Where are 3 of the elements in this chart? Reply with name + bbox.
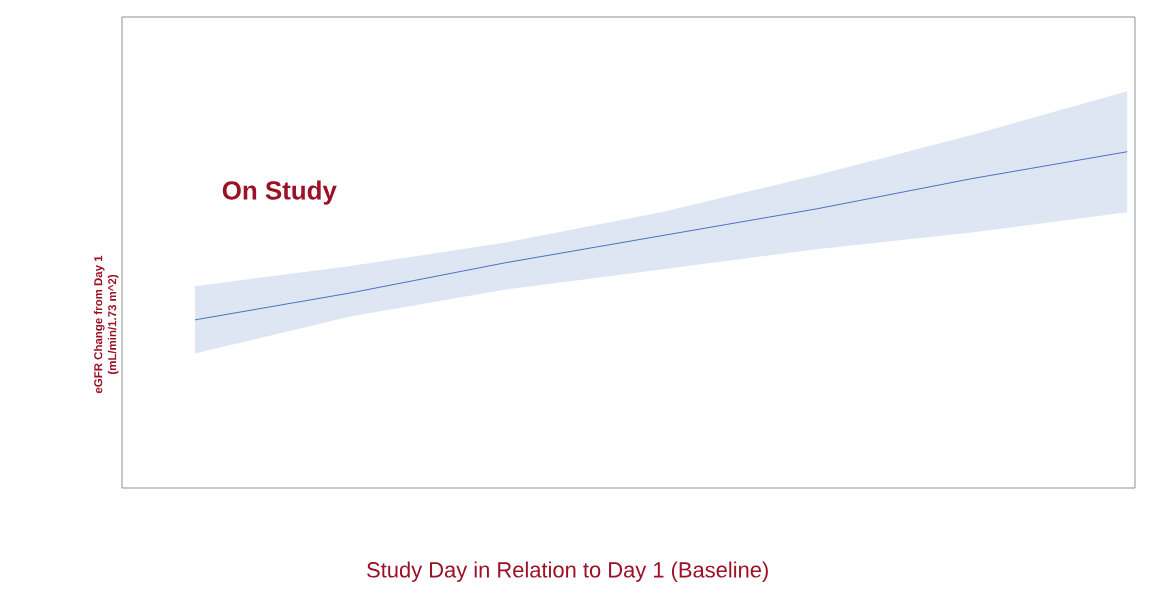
annotation: On Study: [222, 180, 337, 205]
x-axis-title: Study Day in Relation to Day 1 (Baseline): [367, 561, 768, 582]
y-axis-title: eGFR Change from Day 1 (mL/min/1.73 m^2): [93, 255, 119, 394]
